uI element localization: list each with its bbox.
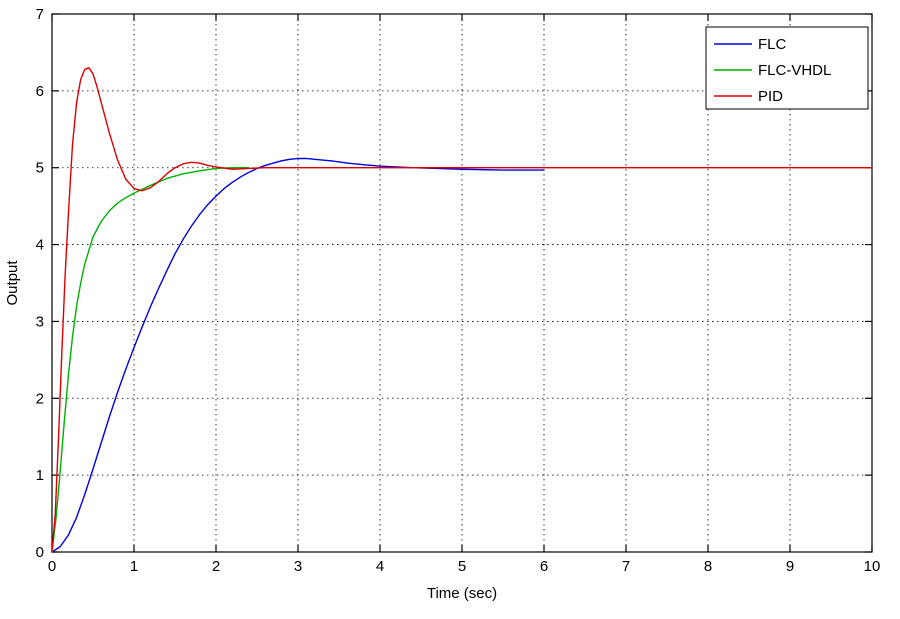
legend-label: FLC-VHDL bbox=[758, 62, 831, 79]
series-layer bbox=[51, 67, 873, 553]
x-tick-label: 1 bbox=[130, 558, 138, 575]
x-tick-label: 10 bbox=[864, 558, 881, 575]
y-tick-label: 5 bbox=[36, 160, 44, 177]
x-axis-label: Time (sec) bbox=[427, 585, 497, 602]
x-tick-label: 2 bbox=[212, 558, 220, 575]
y-tick-label: 3 bbox=[36, 313, 44, 330]
y-tick-label: 6 bbox=[36, 83, 44, 100]
legend: FLC FLC-VHDL PID bbox=[705, 26, 869, 110]
y-axis-label: Output bbox=[4, 260, 21, 306]
y-tick-label: 0 bbox=[36, 544, 44, 561]
y-tick-label: 2 bbox=[36, 390, 44, 407]
x-tick-label: 3 bbox=[294, 558, 302, 575]
legend-label: PID bbox=[758, 88, 783, 105]
x-tick-label: 0 bbox=[48, 558, 56, 575]
series-line-flc-vhdl bbox=[51, 167, 250, 553]
x-tick-label: 8 bbox=[704, 558, 712, 575]
x-tick-label: 5 bbox=[458, 558, 466, 575]
x-tick-label: 7 bbox=[622, 558, 630, 575]
series-line-flc bbox=[51, 157, 545, 553]
x-tick-label: 9 bbox=[786, 558, 794, 575]
x-tick-label: 6 bbox=[540, 558, 548, 575]
tick-label-layer: 0 1 2 3 4 5 6 7 8 9 10 0 1 2 3 4 5 6 7 bbox=[36, 6, 881, 575]
y-tick-label: 7 bbox=[36, 6, 44, 23]
y-tick-label: 4 bbox=[36, 237, 44, 254]
series-line-pid bbox=[51, 67, 873, 553]
y-tick-label: 1 bbox=[36, 467, 44, 484]
x-tick-label: 4 bbox=[376, 558, 384, 575]
legend-label: FLC bbox=[758, 36, 787, 53]
